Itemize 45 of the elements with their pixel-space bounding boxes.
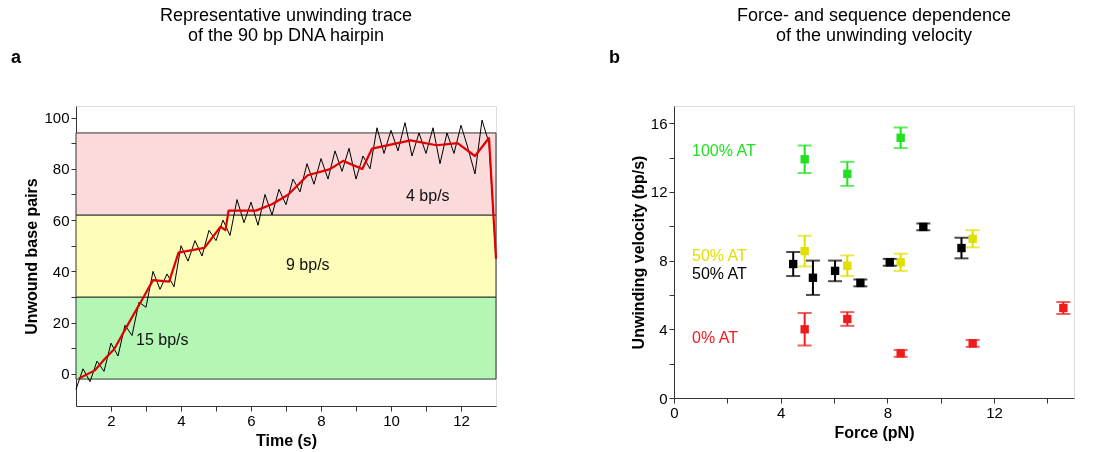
x-axis-title: Time (s) <box>255 431 318 449</box>
point <box>957 243 966 253</box>
x-axis-title: Force (pN) <box>834 423 915 441</box>
x-tick-label: 12 <box>453 411 470 429</box>
text: 100% AT <box>692 142 756 159</box>
y-tick-label: 20 <box>52 314 70 332</box>
chart-title: Representative unwinding trace of the 90 bp DNA hairpin <box>159 5 413 45</box>
text: 0% AT <box>692 329 739 346</box>
y-tick-label: 4 <box>659 320 668 338</box>
y-tick-label: 0 <box>61 365 70 383</box>
point <box>800 246 809 256</box>
x-tick-label: 10 <box>383 411 400 429</box>
y-axis-title: Unwinding velocity (bp/s) <box>629 155 647 350</box>
y-tick-label: 60 <box>52 211 70 229</box>
text: 50% AT <box>692 247 748 264</box>
point <box>968 234 977 243</box>
y-tick-label: 12 <box>650 183 668 201</box>
x-tick-label: 0 <box>670 403 679 421</box>
x-tick-label: 4 <box>776 403 786 421</box>
point <box>789 259 798 269</box>
y-tick-label: 16 <box>650 114 668 132</box>
point <box>830 266 840 276</box>
y-tick-label: 100 <box>44 109 70 127</box>
point <box>800 325 809 334</box>
x-tick-label: 8 <box>883 403 893 421</box>
y-tick-label: 40 <box>52 262 70 280</box>
point <box>808 273 818 282</box>
text: 50% AT <box>692 265 748 282</box>
x-tick-label: 4 <box>177 411 186 429</box>
y-axis-title: Unwound base pairs <box>23 178 41 335</box>
y-tick-label: 8 <box>659 252 668 270</box>
x-tick-label: 2 <box>107 411 116 429</box>
point <box>896 258 905 267</box>
point <box>843 261 852 270</box>
band-label: 15 bp/s <box>136 331 189 348</box>
band-label: 4 bp/s <box>406 187 450 204</box>
x-tick-label: 6 <box>247 411 256 429</box>
text: b <box>609 47 620 67</box>
chart-title: Force- and sequence dependence of the unwinding velocity <box>736 5 1012 45</box>
band-label: 9 bp/s <box>286 256 330 273</box>
x-tick-label: 8 <box>317 411 326 429</box>
y-tick-label: 80 <box>52 160 70 178</box>
text: a <box>11 47 22 67</box>
y-tick-label: 0 <box>659 389 668 407</box>
x-tick-label: 12 <box>986 403 1003 421</box>
